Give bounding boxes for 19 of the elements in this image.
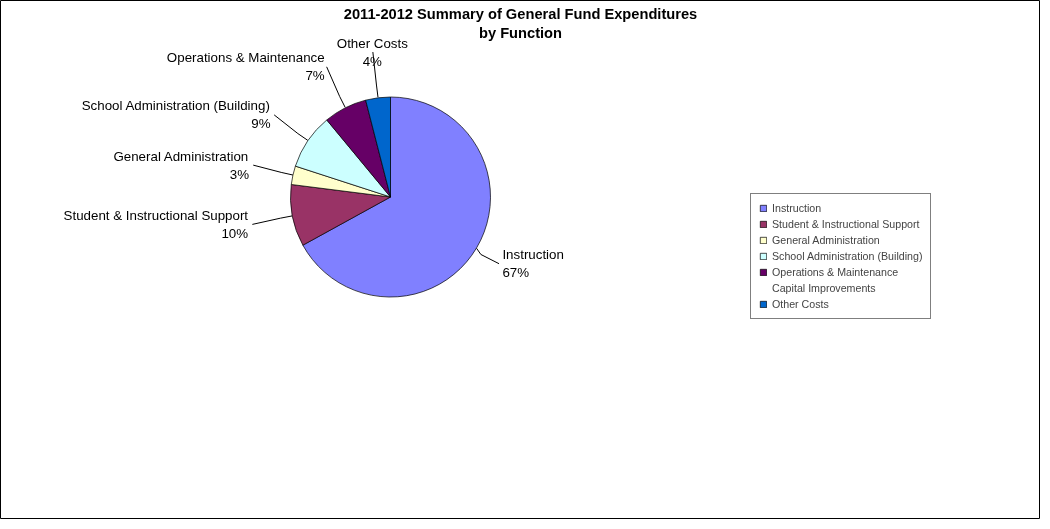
legend-label: Other Costs [772,298,829,310]
slice-label: Student & Instructional Support [63,207,249,223]
category-label: Capital Improvements [772,282,876,294]
slice-label: Operations & Maintenance [166,50,325,66]
slice-label: Other Costs [336,35,409,51]
data-label: 4% [362,53,383,69]
data-label: 10% [221,225,249,241]
slice-label: School Administration (Building) [81,98,270,114]
data-label: 9% [251,116,271,132]
legend-label: School Administration (Building) [772,250,923,262]
legend-label: Instruction [772,202,822,214]
slice-label: Instruction [502,247,564,263]
legend-label: Student & Instructional Support [772,218,920,230]
slice-label: General Administration [113,148,249,164]
data-label: 67% [502,265,530,281]
legend-label: Operations & Maintenance [772,266,899,278]
legend-label: General Administration [772,234,880,246]
data-label: 3% [229,166,250,182]
data-label: 7% [305,68,325,84]
